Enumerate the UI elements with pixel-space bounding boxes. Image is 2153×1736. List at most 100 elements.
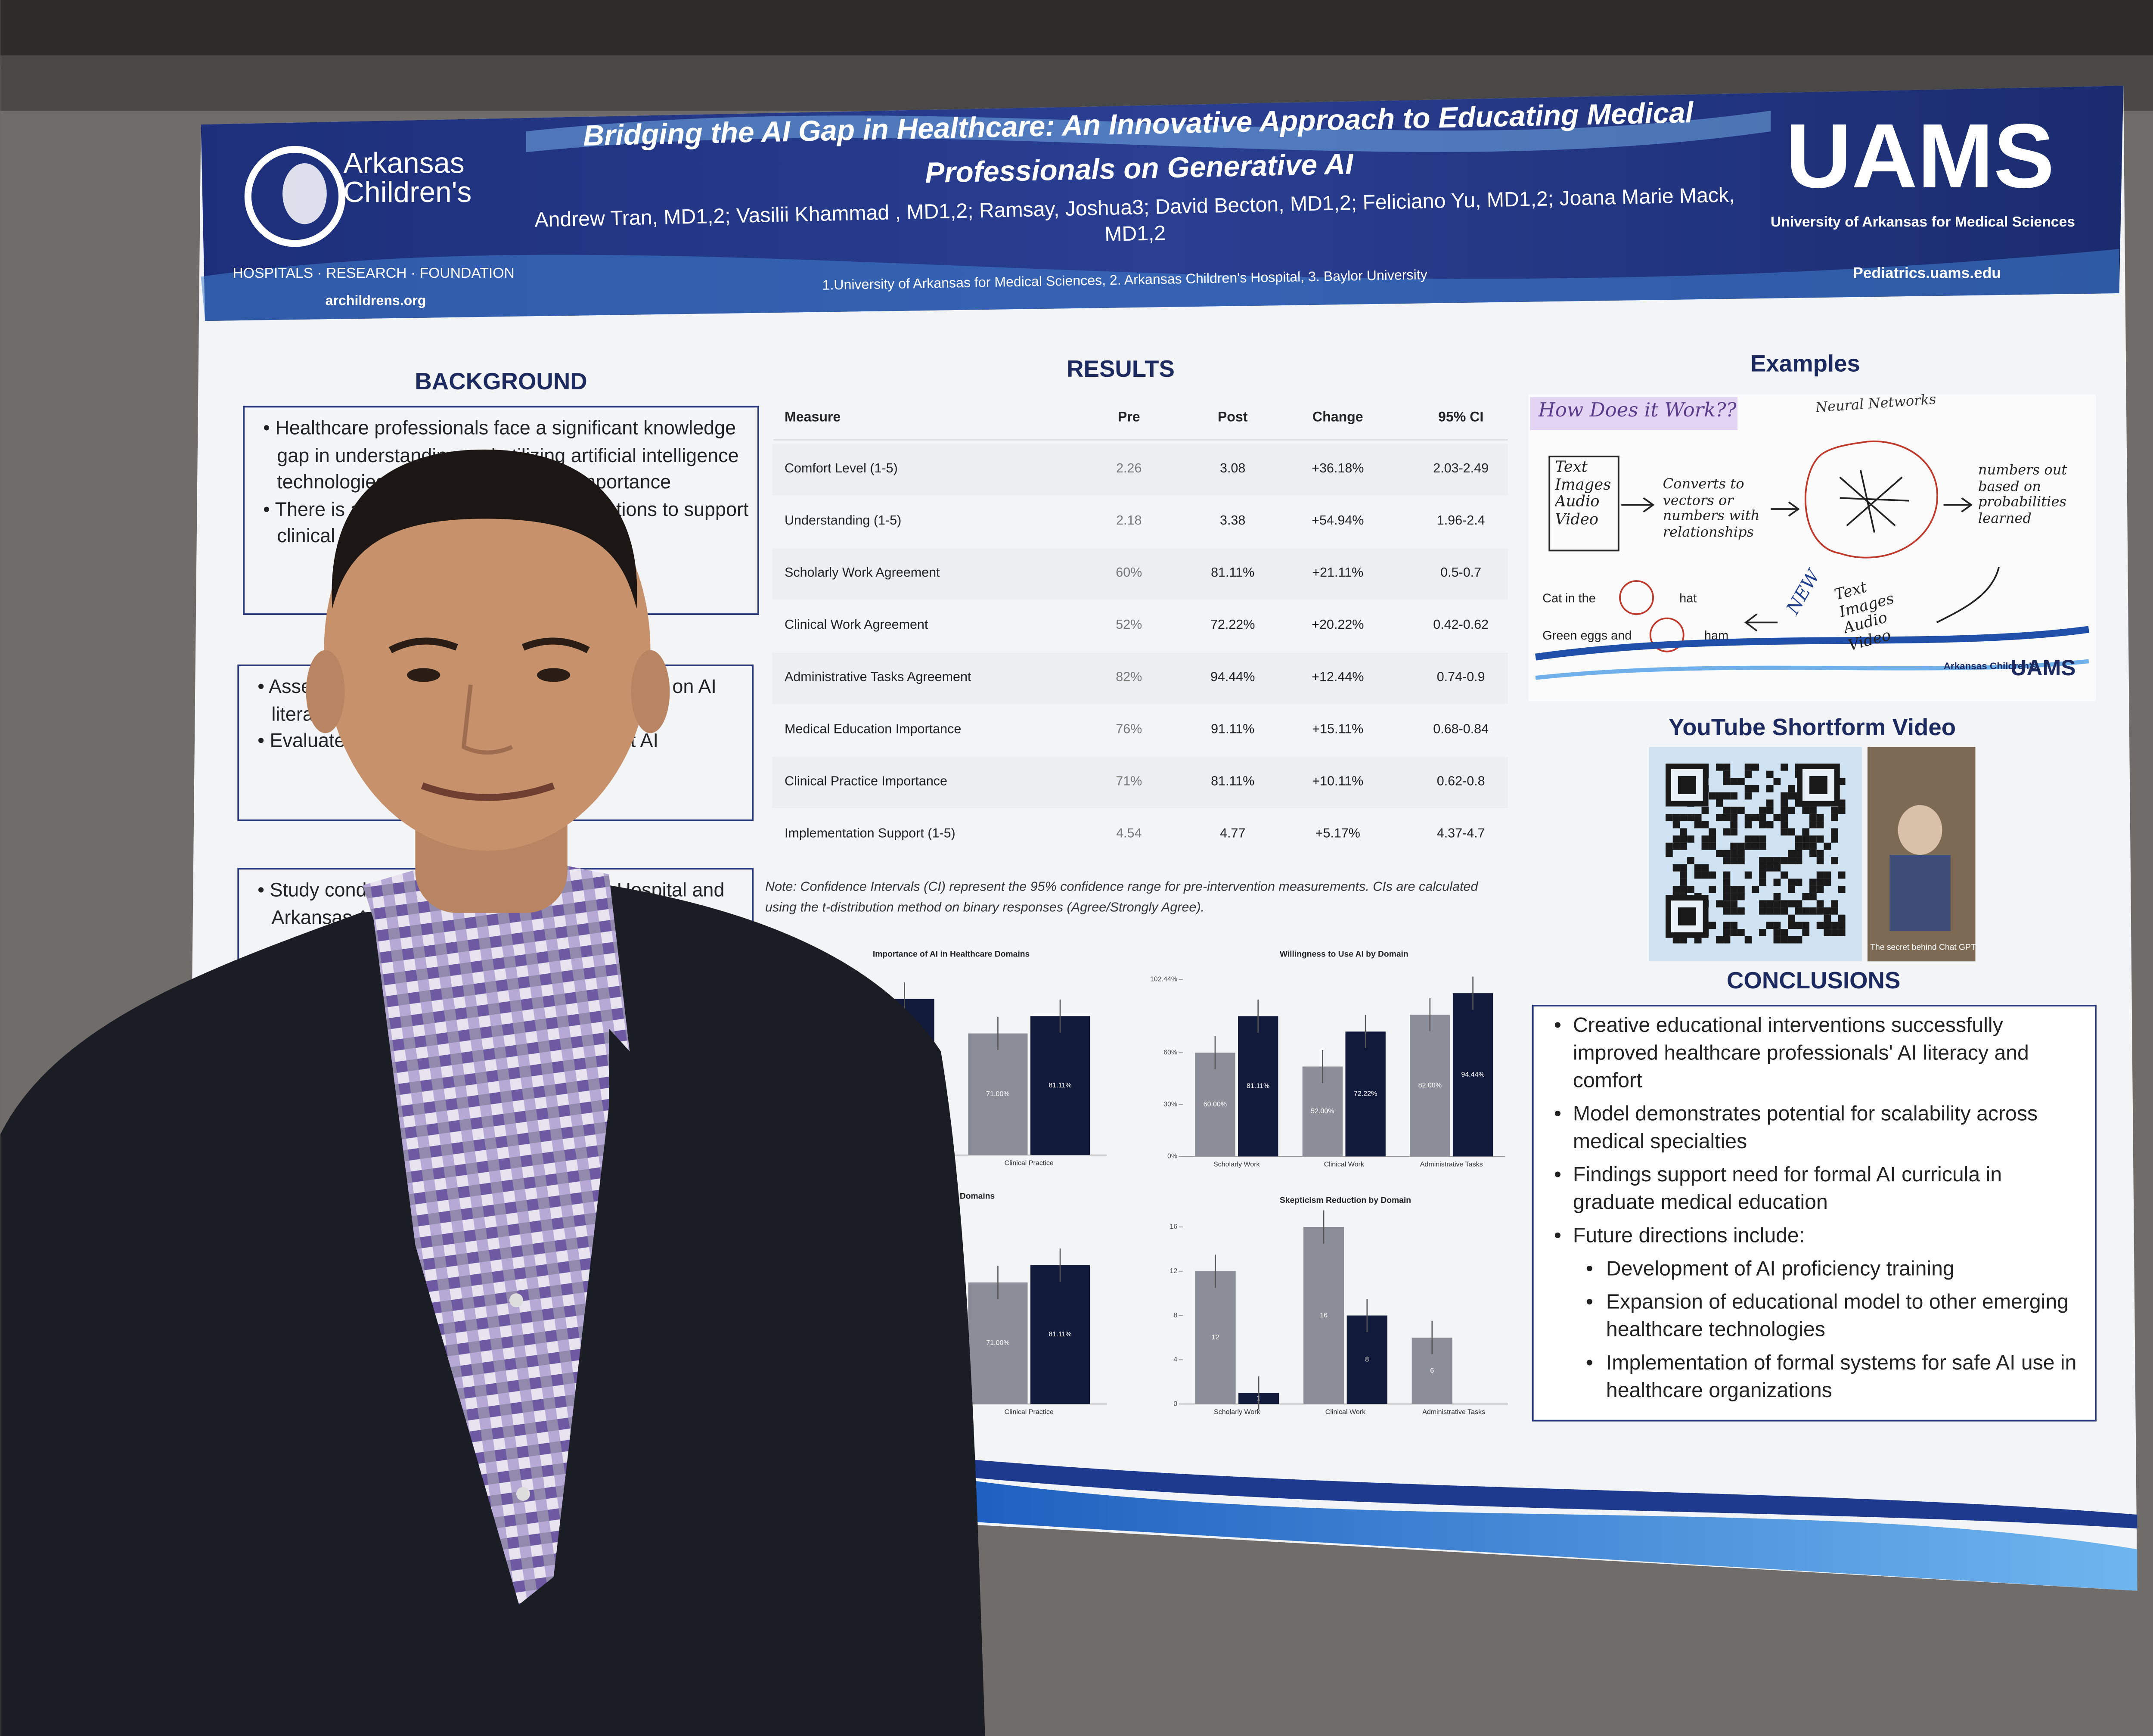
- qr-module: [1787, 850, 1795, 857]
- value-label: 71.00%: [986, 1090, 1009, 1098]
- sketch-arrow: [1943, 497, 1973, 512]
- table-cell: 0.68-0.84: [1433, 721, 1489, 736]
- qr-module: [1816, 821, 1824, 829]
- table-cell: 2.26: [1116, 461, 1142, 475]
- qr-module: [1752, 842, 1759, 850]
- bar: [1030, 1016, 1090, 1155]
- qr-module: [1766, 785, 1774, 792]
- qr-module: [1737, 893, 1745, 901]
- table-cell: +15.11%: [1312, 721, 1363, 736]
- bullet-dot: •: [1554, 1163, 1561, 1187]
- table-cell: 1.96-2.4: [1437, 513, 1485, 528]
- section-title: RESULTS: [1067, 356, 1175, 382]
- qr-module: [1781, 907, 1788, 915]
- conclusion-body: Future directions include: • Development o…: [1573, 1223, 2089, 1405]
- logo-ring: [244, 146, 346, 247]
- nose: [461, 684, 513, 755]
- qr-module: [1723, 763, 1731, 771]
- qr-finder: [1678, 776, 1696, 794]
- qr-module: [1687, 885, 1694, 893]
- qr-module: [1787, 885, 1795, 893]
- qr-module: [1773, 936, 1781, 944]
- qr-module: [1766, 864, 1774, 872]
- qr-module: [1723, 936, 1731, 944]
- hair: [332, 449, 637, 609]
- sketch-arrow: [1621, 497, 1655, 512]
- qr-module: [1838, 799, 1846, 807]
- qr-module: [1781, 929, 1788, 936]
- qr-module: [1709, 885, 1716, 893]
- qr-module: [1752, 763, 1759, 771]
- x-tick-label: Clinical Practice: [1005, 1159, 1054, 1167]
- bar: [1345, 1031, 1386, 1157]
- qr-module: [1781, 814, 1788, 821]
- table-cell: Understanding (1-5): [785, 513, 901, 528]
- org-left-name-box: Arkansas Children's: [343, 149, 472, 209]
- table-cell: 94.44%: [1210, 669, 1255, 684]
- table-cell: +20.22%: [1312, 617, 1364, 632]
- table-cell: 0.62-0.8: [1437, 773, 1485, 788]
- table-cell: +10.11%: [1312, 773, 1363, 788]
- eye: [537, 668, 571, 682]
- org-left-name: Arkansas Children's: [343, 149, 472, 209]
- table-cell: +21.11%: [1312, 565, 1363, 580]
- qr-module: [1730, 929, 1738, 936]
- qr-module: [1737, 857, 1745, 864]
- qr-module: [1687, 814, 1694, 821]
- person: [0, 449, 985, 1736]
- qr-module: [1730, 792, 1738, 800]
- qr-module: [1723, 778, 1731, 786]
- qr-module: [1787, 879, 1795, 886]
- qr-module: [1809, 850, 1817, 857]
- footer-wave: [968, 1480, 2137, 1591]
- table-cell: 4.77: [1220, 826, 1245, 841]
- table-cell: 3.08: [1220, 461, 1245, 475]
- value-label: 1: [1257, 1394, 1261, 1402]
- qr-module: [1716, 763, 1723, 771]
- table-note-box: Note: Confidence Intervals (CI) represen…: [765, 880, 1478, 916]
- conclusion-item: • Model demonstrates potential for scalab…: [1542, 1101, 2089, 1156]
- table-cell: +5.17%: [1315, 826, 1360, 841]
- qr-module: [1816, 871, 1824, 879]
- table-cell: 2.18: [1116, 513, 1142, 528]
- qr-module: [1744, 814, 1752, 821]
- y-tick-label: 102.44%: [1150, 975, 1177, 983]
- org-left-url: archildrens.org: [326, 293, 426, 308]
- sketch-text: Green eggs and: [1542, 629, 1632, 643]
- table-cell: +12.44%: [1312, 669, 1364, 684]
- table-cell: 2.03-2.49: [1433, 461, 1489, 475]
- section-title: Examples: [1750, 350, 1860, 376]
- qr-module: [1831, 807, 1838, 814]
- conclusion-text: Creative educational interventions succe…: [1573, 1014, 2029, 1093]
- qr-module: [1781, 871, 1788, 879]
- qr-module: [1709, 835, 1716, 843]
- qr-module: [1809, 814, 1817, 821]
- qr-module: [1680, 936, 1688, 944]
- conclusion-subtext: Development of AI proficiency training: [1606, 1257, 1954, 1281]
- qr-module: [1816, 885, 1824, 893]
- qr-module: [1694, 821, 1702, 829]
- table-cell: 0.74-0.9: [1437, 669, 1485, 684]
- bullet-dot: •: [1585, 1257, 1593, 1281]
- qr-module: [1752, 785, 1759, 792]
- value-label: 12: [1212, 1333, 1219, 1341]
- x-tick-label: Administrative Tasks: [1422, 1408, 1485, 1416]
- qr-module: [1730, 821, 1738, 829]
- qr-module: [1694, 814, 1702, 821]
- y-tick-label: 60%: [1163, 1049, 1177, 1056]
- qr-module: [1759, 814, 1766, 821]
- qr-module: [1809, 842, 1817, 850]
- qr-module: [1824, 871, 1831, 879]
- qr-finder: [1678, 907, 1696, 925]
- conclusions-list: • Creative educational interventions succ…: [1542, 1012, 2089, 1405]
- table-cell: 3.38: [1220, 513, 1245, 528]
- value-label: 82.00%: [1418, 1081, 1442, 1089]
- qr-module: [1752, 814, 1759, 821]
- qr-module: [1824, 914, 1831, 922]
- qr-module: [1672, 864, 1680, 872]
- qr-module: [1802, 893, 1810, 901]
- org-right: UAMS: [1786, 105, 2054, 207]
- qr-module: [1759, 879, 1766, 886]
- footer-wave: [968, 1459, 2137, 1529]
- qr-module: [1737, 907, 1745, 915]
